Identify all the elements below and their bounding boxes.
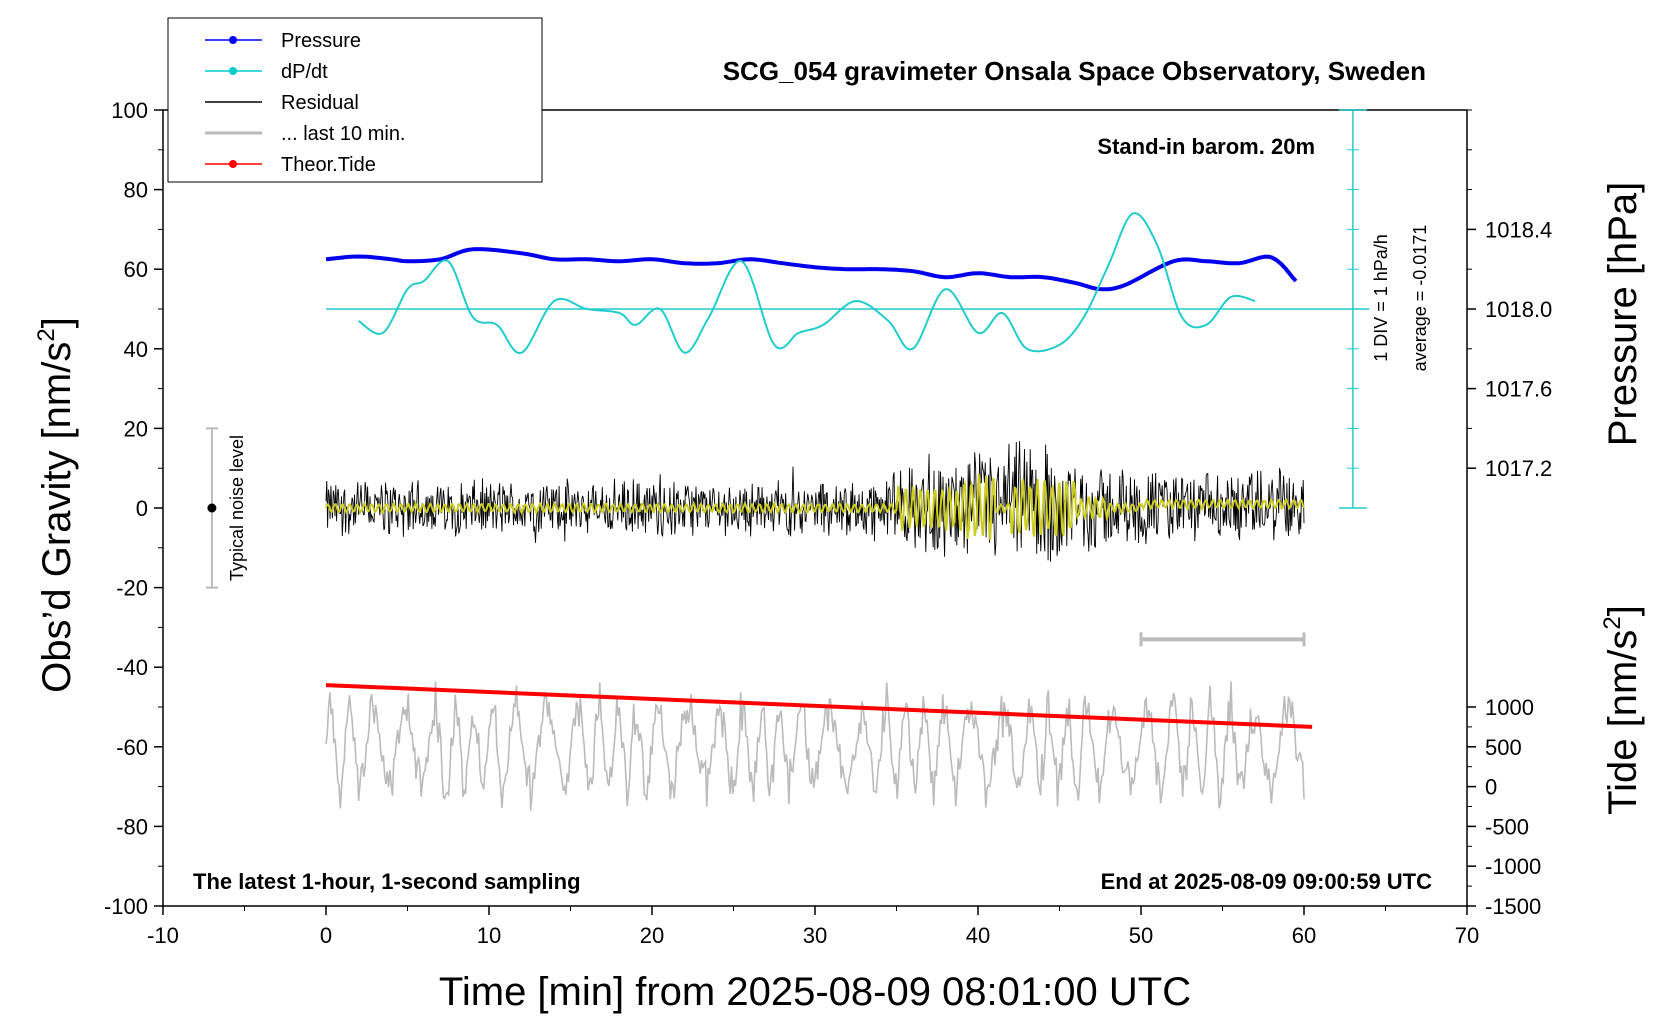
legend-box — [167, 17, 543, 183]
legend-label: dP/dt — [281, 61, 328, 83]
y-tick-label: -20 — [116, 576, 148, 601]
y-axis-label-pressure: Pressure [hPa] — [1601, 182, 1645, 447]
y-axis-label-tide: Tide [nm/s2] — [1599, 605, 1645, 815]
dpdt-series-line — [358, 212, 1256, 355]
x-tick-label: 20 — [640, 923, 664, 948]
tide-tick-label: -500 — [1485, 814, 1529, 839]
tide-series-line — [325, 683, 1313, 729]
y-tick-label: 80 — [124, 178, 148, 203]
legend-label: ... last 10 min. — [281, 123, 406, 145]
x-tick-label: 70 — [1455, 923, 1479, 948]
y-tick-label: -100 — [104, 894, 148, 919]
average-annotation: average = -0.0171 — [1410, 225, 1430, 372]
noise-level-label: Typical noise level — [227, 435, 247, 581]
y-axis-label-left-sup: 2 — [33, 328, 60, 341]
residual-smoothed-line — [325, 474, 1305, 540]
y-tick-label: 20 — [124, 416, 148, 441]
x-tick-label: 30 — [803, 923, 827, 948]
legend-label: Residual — [281, 92, 359, 114]
legend-marker — [229, 36, 237, 44]
legend-label: Pressure — [281, 30, 361, 52]
x-tick-label: 0 — [320, 923, 332, 948]
barometer-annotation: Stand-in barom. 20m — [1097, 134, 1315, 159]
pressure-tick-label: 1017.6 — [1485, 377, 1552, 402]
tide-tick-label: 0 — [1485, 775, 1497, 800]
subtitle-left: The latest 1-hour, 1-second sampling — [193, 869, 581, 894]
pressure-series-line — [325, 247, 1298, 292]
chart-title: SCG_054 gravimeter Onsala Space Observat… — [723, 56, 1426, 86]
tide-tick-label: 1000 — [1485, 695, 1534, 720]
y-tick-label: 100 — [111, 98, 148, 123]
y-tick-label: -80 — [116, 814, 148, 839]
x-axis-label: Time [min] from 2025-08-09 08:01:00 UTC — [439, 970, 1191, 1014]
legend-label: Theor.Tide — [281, 154, 376, 176]
div-annotation: 1 DIV = 1 hPa/h — [1371, 234, 1391, 362]
x-tick-label: 10 — [477, 923, 501, 948]
x-tick-label: -10 — [147, 923, 179, 948]
x-tick-label: 40 — [966, 923, 990, 948]
noise-level-center — [207, 503, 217, 513]
y-tick-label: 60 — [124, 257, 148, 282]
residual-series-line — [325, 441, 1305, 562]
y-tick-label: -60 — [116, 735, 148, 760]
y-tick-label: 40 — [124, 337, 148, 362]
tide-tick-label: 500 — [1485, 735, 1522, 760]
pressure-tick-label: 1018.0 — [1485, 297, 1552, 322]
pressure-tick-label: 1017.2 — [1485, 456, 1552, 481]
tide-tick-label: -1000 — [1485, 854, 1541, 879]
x-tick-label: 50 — [1129, 923, 1153, 948]
legend: Pressure dP/dt Residual ... last 10 min. The… — [167, 17, 543, 183]
y-tick-label: 0 — [136, 496, 148, 521]
pressure-tick-label: 1018.4 — [1485, 217, 1552, 242]
legend-marker — [229, 67, 237, 75]
x-tick-label: 60 — [1292, 923, 1316, 948]
y-axis-label-tide-sup: 2 — [1599, 616, 1626, 629]
tide-tick-label: -1500 — [1485, 894, 1541, 919]
legend-marker — [229, 160, 237, 168]
y-tick-label: -40 — [116, 655, 148, 680]
last10min-series-line — [325, 681, 1305, 811]
subtitle-right: End at 2025-08-09 09:00:59 UTC — [1101, 869, 1432, 894]
y-axis-label-left: Obs’d Gravity [nm/s2] — [33, 317, 79, 693]
